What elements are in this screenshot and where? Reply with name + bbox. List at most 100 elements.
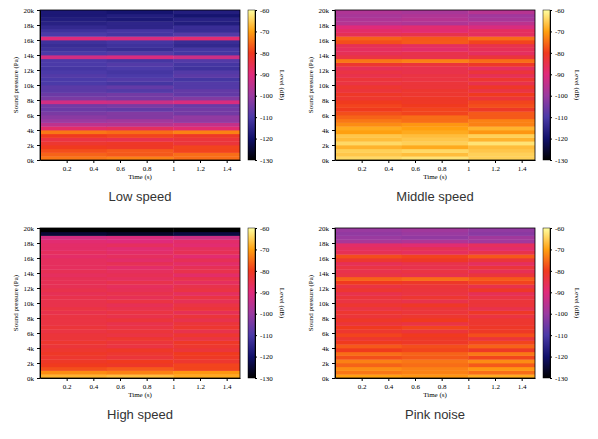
heatmap-cell <box>40 21 107 25</box>
colorbar-tick: -100 <box>255 92 273 100</box>
colorbar-tick: -100 <box>255 310 273 318</box>
colorbar-tick-mark <box>550 160 552 161</box>
x-tick-label: 1.4 <box>223 383 232 391</box>
y-tick-label: 18k <box>24 240 35 248</box>
x-tick: 1 <box>467 160 471 173</box>
heatmap-cell <box>173 243 240 247</box>
heatmap-cell <box>335 40 402 44</box>
heatmap-cell <box>468 243 535 247</box>
heatmap-cell <box>173 326 240 330</box>
x-tick: 1.2 <box>196 160 205 173</box>
heatmap-cell <box>468 36 535 40</box>
heatmap-cell <box>40 266 107 270</box>
y-tick-label: 4k <box>27 127 35 135</box>
x-tick-label: 0.8 <box>143 383 152 391</box>
heatmap-cell <box>468 329 535 333</box>
x-tick-mark <box>67 378 68 381</box>
x-tick-mark <box>147 378 148 381</box>
heatmap-cell <box>402 149 469 153</box>
heatmap-cell <box>40 348 107 352</box>
colorbar-tick-label: -120 <box>555 135 568 143</box>
heatmap-cell <box>402 40 469 44</box>
x-tick-mark <box>388 160 389 163</box>
y-tick-label: 4k <box>322 127 330 135</box>
heatmap-cell <box>40 356 107 360</box>
heatmap-cell <box>173 314 240 318</box>
y-tick-label: 16k <box>24 255 35 263</box>
heatmap-cell <box>40 36 107 40</box>
heatmap-cell <box>402 145 469 149</box>
x-tick: 0.6 <box>116 160 125 173</box>
colorbar-title: Level (dB) <box>278 288 286 319</box>
heatmap-cell <box>40 262 107 266</box>
y-tick: 18k <box>319 240 336 248</box>
colorbar-tick-mark <box>550 314 552 315</box>
heatmap-cell <box>173 348 240 352</box>
heatmap-cell <box>402 96 469 100</box>
heatmap-cell <box>335 247 402 251</box>
heatmap-cell <box>173 296 240 300</box>
panel: 0.20.40.60.811.21.40k2k4k6k8k10k12k14k16… <box>307 225 581 422</box>
heatmap-cell <box>107 156 174 160</box>
heatmap-cell <box>107 258 174 262</box>
heatmap-cell <box>468 85 535 89</box>
colorbar-tick-mark <box>550 31 552 32</box>
y-tick-mark <box>37 318 40 319</box>
heatmap-cell <box>402 51 469 55</box>
x-tick-mark <box>227 378 228 381</box>
heatmap-cell <box>40 258 107 262</box>
y-tick: 4k <box>322 127 335 135</box>
heatmap-cell <box>468 356 535 360</box>
heatmap-cell <box>335 130 402 134</box>
y-tick: 18k <box>319 22 336 30</box>
y-axis: 0k2k4k6k8k10k12k14k16k18k20k <box>24 7 41 165</box>
heatmap-cell <box>107 228 174 232</box>
heatmap-cell <box>107 119 174 123</box>
heatmap-cell <box>40 89 107 93</box>
heatmap-cell <box>40 299 107 303</box>
heatmap-cell <box>107 247 174 251</box>
panel: 0.20.40.60.811.21.40k2k4k6k8k10k12k14k16… <box>12 7 286 204</box>
panel-title: Middle speed <box>396 189 473 204</box>
heatmap-cell <box>402 153 469 157</box>
heatmap-cell <box>173 292 240 296</box>
colorbar-tick: -120 <box>550 135 568 143</box>
heatmap-cell <box>173 111 240 115</box>
y-axis: 0k2k4k6k8k10k12k14k16k18k20k <box>319 7 336 165</box>
y-axis-line <box>40 229 41 379</box>
heatmap-cell <box>402 284 469 288</box>
colorbar <box>248 228 255 378</box>
heatmap-cell <box>173 10 240 14</box>
y-tick: 16k <box>319 255 336 263</box>
heatmap-cell <box>40 96 107 100</box>
y-tick-mark <box>37 160 40 161</box>
heatmap-cell <box>40 115 107 119</box>
heatmap-cell <box>468 81 535 85</box>
heatmap-cell <box>107 108 174 112</box>
heatmap-cell <box>107 40 174 44</box>
heatmap-cell <box>173 130 240 134</box>
heatmap-cell <box>468 348 535 352</box>
y-tick: 16k <box>319 37 336 45</box>
colorbar-tick: -80 <box>255 50 270 58</box>
heatmap-cell <box>40 269 107 273</box>
heatmap-cell <box>402 262 469 266</box>
y-tick-mark <box>332 378 335 379</box>
heatmap-cell <box>335 329 402 333</box>
y-tick-label: 2k <box>322 360 330 368</box>
heatmap-cell <box>468 341 535 345</box>
heatmap-cell <box>107 251 174 255</box>
heatmap-cell <box>402 269 469 273</box>
y-tick-label: 12k <box>24 285 35 293</box>
heatmap-cell <box>173 36 240 40</box>
heatmap-cell <box>40 311 107 315</box>
heatmap-cell <box>40 149 107 153</box>
heatmap-cell <box>107 254 174 258</box>
colorbar-tick-mark <box>550 357 552 358</box>
heatmap-cell <box>107 273 174 277</box>
y-tick-mark <box>332 228 335 229</box>
heatmap-cell <box>173 258 240 262</box>
heatmap-cell <box>468 156 535 160</box>
heatmap-cell <box>335 363 402 367</box>
colorbar-tick-mark <box>255 10 257 11</box>
